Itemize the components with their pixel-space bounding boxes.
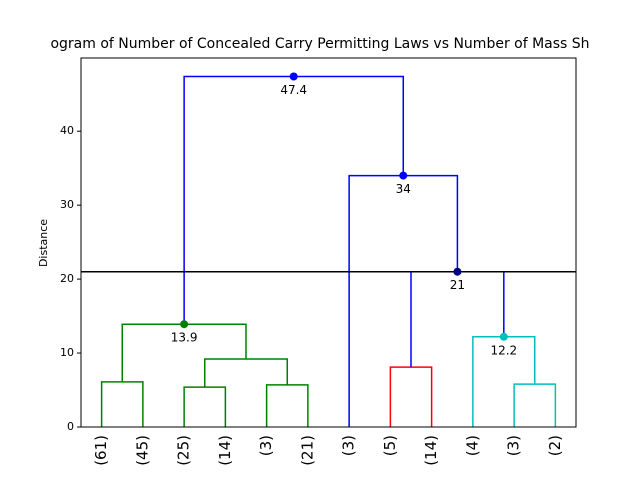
x-tick-label: (3) (340, 435, 358, 456)
node-marker (399, 171, 408, 180)
node-marker (180, 320, 189, 329)
y-tick-label: 0 (67, 420, 74, 433)
dendrogram-link (389, 366, 433, 427)
dendrogram-link (204, 358, 288, 388)
x-tick-label: (14) (422, 435, 440, 466)
x-tick-label: (2) (546, 435, 564, 456)
chart-title: ogram of Number of Concealed Carry Permi… (50, 36, 589, 52)
dendrogram-link (513, 383, 557, 427)
node-label: 21 (450, 278, 465, 292)
y-tick-label: 20 (60, 272, 74, 285)
x-tick-label: (3) (257, 435, 275, 456)
node-label: 13.9 (171, 331, 198, 345)
y-tick-label: 30 (60, 198, 74, 211)
dendrogram-link (100, 381, 144, 427)
plot-frame (80, 57, 577, 428)
node-marker (499, 332, 508, 341)
node-label: 47.4 (280, 83, 307, 97)
node-label: 34 (396, 182, 411, 196)
y-axis-label: Distance (37, 219, 50, 267)
node-label: 12.2 (490, 343, 517, 357)
dendrogram-link (183, 75, 405, 325)
dendrogram-link (265, 384, 309, 427)
x-tick-label: (61) (92, 435, 110, 466)
x-tick-label: (14) (216, 435, 234, 466)
x-tick-label: (5) (381, 435, 399, 456)
x-tick-label: (3) (505, 435, 523, 456)
x-tick-label: (45) (133, 435, 151, 466)
node-marker (453, 267, 462, 276)
x-tick-label: (25) (175, 435, 193, 466)
node-marker (289, 72, 298, 81)
y-tick-label: 40 (60, 124, 74, 137)
dendrogram-link (183, 386, 227, 427)
x-tick-label: (4) (463, 435, 481, 456)
x-tick-label: (21) (298, 435, 316, 466)
y-tick-label: 10 (60, 346, 74, 359)
dendrogram-link (348, 174, 459, 427)
